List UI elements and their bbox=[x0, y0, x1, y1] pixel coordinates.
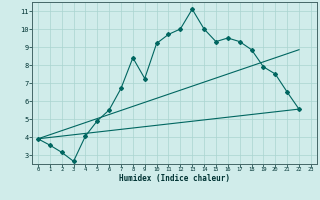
X-axis label: Humidex (Indice chaleur): Humidex (Indice chaleur) bbox=[119, 174, 230, 183]
